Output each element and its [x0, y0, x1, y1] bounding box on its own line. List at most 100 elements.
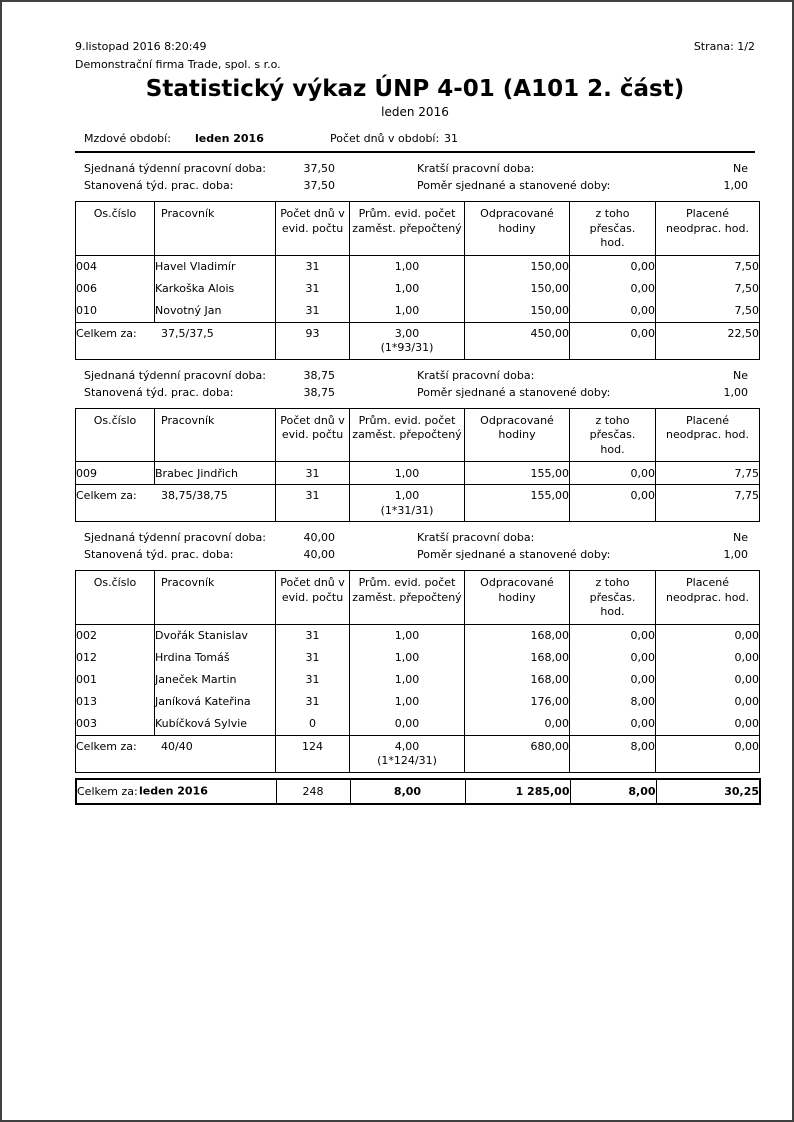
column-header-paid-unworked: Placené neodprac. hod.	[655, 201, 760, 256]
employee-cell: 1,00	[349, 299, 465, 323]
pay-group-section: Sjednaná týdenní pracovní doba: 40,00 Kr…	[75, 531, 760, 773]
column-header-paid-unworked: Placené neodprac. hod.	[655, 570, 760, 625]
total-worked: 155,00	[464, 484, 570, 522]
shorter-hours-label: Kratší pracovní doba:	[417, 368, 535, 382]
employees-table: Os.číslo Pracovník Počet dnů v evid. poč…	[75, 570, 760, 773]
employee-cell: 001	[76, 673, 97, 687]
column-header-overtime: z toho přesčas. hod.	[569, 408, 656, 463]
group-info: Sjednaná týdenní pracovní doba: 38,75 Kr…	[75, 369, 755, 403]
employee-row: 010 Novotný Jan 31 1,00 150,00 0,00 7,50	[76, 299, 760, 323]
grand-total-period: leden 2016	[139, 784, 208, 798]
report-title: Statistický výkaz ÚNP 4-01 (A101 2. část…	[145, 76, 685, 102]
period-days-value: 31	[444, 132, 458, 145]
employee-cell: 150,00	[464, 299, 570, 323]
report-datetime: 9.listopad 2016 8:20:49	[75, 40, 207, 53]
set-weekly-hours-value: 37,50	[303, 179, 336, 192]
employees-table: Os.číslo Pracovník Počet dnů v evid. poč…	[75, 201, 760, 360]
group-info-row: Stanovená týd. prac. doba: 37,50 Poměr s…	[75, 179, 755, 196]
employee-cell: Janíková Kateřina	[154, 690, 276, 713]
total-label: Celkem za:	[76, 489, 137, 503]
column-header-overtime: z toho přesčas. hod.	[569, 201, 656, 256]
employee-cell: 31	[275, 461, 350, 485]
employee-cell: 0,00	[655, 646, 760, 669]
total-formula: (1*31/31)	[380, 503, 434, 517]
employee-cell: 0,00	[655, 690, 760, 713]
employee-cell: 004	[76, 260, 97, 274]
employee-rows: 002 Dvořák Stanislav 31 1,00 168,00 0,00 0,00 0…	[76, 624, 760, 736]
section-total-row: Celkem za: 37,5/37,5 93 3,00 (1*93/31) 4…	[75, 321, 760, 360]
section-total-row: Celkem za: 40/40 124 4,00 (1*124/31) 680…	[75, 734, 760, 773]
table-header-row: Os.číslo Pracovník Počet dnů v evid. poč…	[75, 201, 760, 256]
employee-row: 001 Janeček Martin 31 1,00 168,00 0,00 0,00	[76, 668, 760, 691]
employee-cell: 31	[275, 624, 350, 647]
employee-cell: 31	[275, 277, 350, 300]
column-header-personal-number: Os.číslo	[75, 408, 155, 463]
employee-cell: 7,50	[655, 255, 760, 278]
total-avg: 4,00	[394, 739, 420, 753]
agreed-weekly-hours-value: 40,00	[303, 531, 336, 545]
agreed-weekly-hours-label: Sjednaná týdenní pracovní doba:	[84, 531, 266, 545]
employee-cell: 1,00	[349, 668, 465, 691]
employees-table: Os.číslo Pracovník Počet dnů v evid. poč…	[75, 407, 760, 523]
section-total-body: Celkem za: 40/40 124 4,00 (1*124/31) 680…	[75, 734, 760, 773]
grand-total-table: Celkem za: leden 2016 248 8,00 1 285,00 …	[75, 777, 761, 805]
employee-cell: 0,00	[569, 299, 656, 323]
ratio-value: 1,00	[723, 548, 749, 562]
employee-cell: Brabec Jindřich	[154, 461, 276, 485]
employee-cell: 003	[76, 717, 97, 731]
total-group-value: 37,5/37,5	[161, 326, 214, 340]
total-formula: (1*93/31)	[380, 341, 434, 355]
employee-rows: 009 Brabec Jindřich 31 1,00 155,00 0,00 7,75	[76, 461, 760, 485]
employee-cell: 0,00	[569, 255, 656, 278]
column-header-days: Počet dnů v evid. počtu	[275, 408, 350, 463]
company-name: Demonstrační firma Trade, spol. s r.o.	[75, 58, 281, 71]
total-days: 31	[275, 484, 350, 522]
employee-cell: 0,00	[569, 277, 656, 300]
employee-cell: 176,00	[464, 690, 570, 713]
grand-total-label-cell: Celkem za: leden 2016	[76, 779, 276, 804]
column-header-days: Počet dnů v evid. počtu	[275, 570, 350, 625]
employee-cell: Karkoška Alois	[154, 277, 276, 300]
set-weekly-hours-label: Stanovená týd. prac. doba:	[84, 385, 234, 399]
employee-cell: 1,00	[349, 255, 465, 278]
period-label: Mzdové období:	[84, 132, 171, 145]
sections-container: Sjednaná týdenní pracovní doba: 37,50 Kr…	[75, 162, 760, 773]
grand-total-worked: 1 285,00	[464, 778, 570, 804]
column-header-employee: Pracovník	[154, 570, 276, 625]
employee-row: 003 Kubíčková Sylvie 0 0,00 0,00 0,00 0,00	[76, 712, 760, 736]
column-header-overtime: z toho přesčas. hod.	[569, 570, 656, 625]
employee-cell: 0,00	[569, 646, 656, 669]
page-number: Strana: 1/2	[693, 40, 755, 53]
total-unpaid: 0,00	[655, 734, 760, 773]
column-header-avg-count: Prům. evid. počet zaměst. přepočtený	[349, 570, 465, 625]
total-avg-cell: 4,00 (1*124/31)	[349, 734, 465, 773]
column-header-personal-number: Os.číslo	[75, 201, 155, 256]
employee-cell: 31	[275, 646, 350, 669]
set-weekly-hours-label: Stanovená týd. prac. doba:	[84, 179, 234, 192]
employee-cell: 8,00	[569, 690, 656, 713]
total-avg-cell: 1,00 (1*31/31)	[349, 484, 465, 522]
total-label-cell: Celkem za: 38,75/38,75	[75, 484, 276, 522]
employee-cell: 010	[76, 304, 97, 318]
employee-row: 009 Brabec Jindřich 31 1,00 155,00 0,00 7,75	[76, 461, 760, 485]
group-info-row: Sjednaná týdenní pracovní doba: 40,00 Kr…	[75, 531, 755, 548]
grand-total-overtime: 8,00	[569, 778, 656, 804]
employee-cell: 31	[275, 255, 350, 278]
employee-cell: 1,00	[349, 624, 465, 647]
employee-cell: 1,00	[349, 461, 465, 485]
pay-group-section: Sjednaná týdenní pracovní doba: 38,75 Kr…	[75, 369, 760, 523]
total-worked: 680,00	[464, 734, 570, 773]
ratio-label: Poměr sjednané a stanovené doby:	[417, 385, 611, 399]
employee-row: 013 Janíková Kateřina 31 1,00 176,00 8,00 0,00	[76, 690, 760, 713]
section-total-body: Celkem za: 37,5/37,5 93 3,00 (1*93/31) 4…	[75, 321, 760, 360]
section-total-body: Celkem za: 38,75/38,75 31 1,00 (1*31/31)…	[75, 484, 760, 522]
ratio-value: 1,00	[723, 179, 749, 192]
employee-cell: 0,00	[464, 712, 570, 736]
group-info-row: Sjednaná týdenní pracovní doba: 38,75 Kr…	[75, 369, 755, 386]
ratio-label: Poměr sjednané a stanovené doby:	[417, 548, 611, 562]
pay-group-section: Sjednaná týdenní pracovní doba: 37,50 Kr…	[75, 162, 760, 360]
employee-cell: 1,00	[349, 646, 465, 669]
grand-total-unpaid: 30,25	[655, 778, 760, 804]
total-group-value: 38,75/38,75	[161, 489, 228, 503]
table-header-row: Os.číslo Pracovník Počet dnů v evid. poč…	[75, 570, 760, 625]
